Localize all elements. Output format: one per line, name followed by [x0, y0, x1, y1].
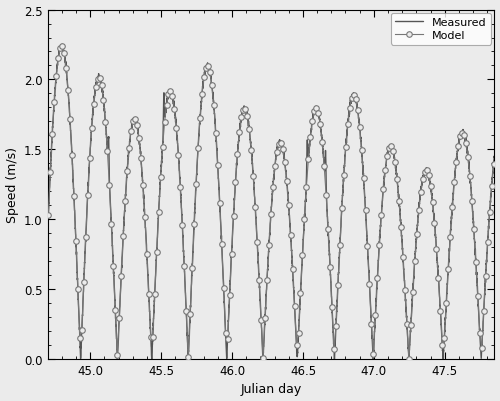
Measured [412, 252, 418, 257]
Measured [46, 211, 52, 215]
Model [274, 150, 280, 155]
Model [250, 174, 256, 178]
X-axis label: Julian day: Julian day [240, 383, 302, 395]
Measured [59, 43, 65, 47]
Model [461, 133, 467, 138]
Line: Model: Model [46, 45, 496, 362]
Model [59, 45, 65, 50]
Measured [313, 104, 319, 109]
Legend: Measured, Model: Measured, Model [391, 14, 491, 45]
Y-axis label: Speed (m/s): Speed (m/s) [6, 147, 18, 223]
Model [406, 356, 412, 361]
Measured [114, 357, 120, 362]
Measured [378, 211, 384, 216]
Model [88, 126, 94, 131]
Model [46, 213, 52, 218]
Measured [336, 271, 342, 276]
Model [490, 162, 496, 167]
Measured [126, 140, 132, 144]
Line: Measured: Measured [48, 45, 494, 359]
Measured [216, 186, 222, 191]
Measured [492, 156, 498, 160]
Model [234, 152, 240, 157]
Model [394, 177, 400, 182]
